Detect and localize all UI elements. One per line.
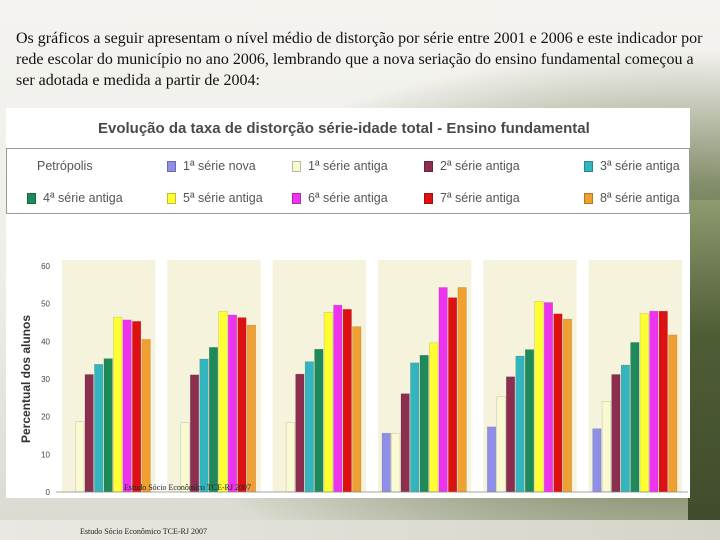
bar xyxy=(668,334,678,493)
bar xyxy=(496,396,506,493)
bar xyxy=(103,358,113,493)
y-tick-label: 0 xyxy=(46,488,51,497)
footer-strip xyxy=(0,520,720,540)
legend-label: 3ª série antiga xyxy=(600,159,680,173)
legend-label: 5ª série antiga xyxy=(183,191,263,205)
intro-paragraph: Os gráficos a seguir apresentam o nível … xyxy=(16,30,703,89)
bar xyxy=(237,317,247,493)
legend-swatch xyxy=(167,160,176,172)
bar xyxy=(199,358,209,493)
legend-label: 1ª série antiga xyxy=(308,159,388,173)
bar xyxy=(649,310,659,493)
legend-label: 6ª série antiga xyxy=(308,191,388,205)
y-tick-label: 40 xyxy=(41,337,50,346)
legend-item: 1ª série antiga xyxy=(292,158,388,174)
bar xyxy=(189,374,200,493)
bar xyxy=(208,347,219,493)
y-tick-label: 50 xyxy=(41,300,50,309)
footer-credit: Estudo Sócio Econômico TCE-RJ 2007 xyxy=(80,527,207,536)
chart-legend: Petrópolis 1ª série nova 1ª série antiga 2… xyxy=(6,148,690,214)
chart-credit: Estudo Sócio Econômico TCE-RJ 2007 xyxy=(124,483,251,492)
bar xyxy=(314,348,324,493)
legend-swatch xyxy=(424,160,433,172)
legend-swatch xyxy=(292,160,301,172)
legend-swatch xyxy=(27,192,36,204)
bar xyxy=(419,354,429,493)
bar xyxy=(113,316,123,493)
bar xyxy=(438,287,448,493)
y-axis-title: Percentual dos alunos xyxy=(19,315,33,443)
legend-label: 1ª série nova xyxy=(183,159,256,173)
bar xyxy=(505,376,516,493)
bar xyxy=(295,373,305,493)
y-tick-label: 60 xyxy=(41,262,50,271)
legend-label: 8ª série antiga xyxy=(600,191,680,205)
bar xyxy=(323,312,333,493)
legend-swatch xyxy=(584,192,593,204)
bar xyxy=(227,314,238,493)
bar xyxy=(132,321,142,493)
bar xyxy=(180,422,190,493)
bar xyxy=(611,374,621,493)
y-tick-label: 10 xyxy=(41,450,50,459)
bar xyxy=(429,342,439,493)
bar xyxy=(410,362,420,493)
legend-label: 4ª série antiga xyxy=(43,191,123,205)
bar xyxy=(304,361,314,493)
bar xyxy=(218,310,228,493)
bar xyxy=(141,339,151,493)
bar xyxy=(94,364,104,493)
legend-label: 7ª série antiga xyxy=(440,191,520,205)
bar xyxy=(639,313,649,493)
legend-label: 2ª série antiga xyxy=(440,159,520,173)
legend-swatch xyxy=(292,192,301,204)
legend-item: 3ª série antiga xyxy=(584,158,680,174)
bar xyxy=(562,318,572,493)
bar xyxy=(630,342,640,493)
legend-item: 8ª série antiga xyxy=(584,190,680,206)
bar xyxy=(352,326,362,493)
chart-panel: Evolução da taxa de distorção série-idad… xyxy=(6,108,690,498)
legend-item: 1ª série nova xyxy=(167,158,256,174)
bar xyxy=(543,302,554,493)
bar xyxy=(601,401,611,493)
bar xyxy=(75,421,85,493)
legend-swatch xyxy=(167,192,176,204)
legend-item: 4ª série antiga xyxy=(27,190,123,206)
bar xyxy=(333,304,343,493)
legend-item: 5ª série antiga xyxy=(167,190,263,206)
bar xyxy=(592,428,602,493)
background-hillside xyxy=(688,200,720,540)
bar xyxy=(400,393,410,493)
bar xyxy=(246,324,256,493)
legend-item: 7ª série antiga xyxy=(424,190,520,206)
bar xyxy=(84,374,94,493)
bar xyxy=(515,355,525,493)
y-tick-label: 30 xyxy=(41,375,50,384)
bar xyxy=(620,364,630,493)
bar xyxy=(553,313,563,493)
chart-title: Evolução da taxa de distorção série-idad… xyxy=(98,120,590,137)
legend-item: 6ª série antiga xyxy=(292,190,388,206)
bar xyxy=(487,426,497,493)
bar xyxy=(457,287,467,493)
bar xyxy=(534,301,544,493)
bar xyxy=(391,432,401,493)
legend-item: 2ª série antiga xyxy=(424,158,520,174)
bar xyxy=(122,319,132,493)
y-tick-label: 20 xyxy=(41,413,50,422)
bar xyxy=(448,297,458,493)
legend-swatch xyxy=(584,160,593,172)
bar xyxy=(342,309,352,493)
legend-swatch xyxy=(424,192,433,204)
bar xyxy=(285,422,295,493)
legend-header: Petrópolis xyxy=(37,159,93,173)
bar xyxy=(658,310,668,493)
bar xyxy=(524,349,535,493)
bar xyxy=(381,432,391,493)
